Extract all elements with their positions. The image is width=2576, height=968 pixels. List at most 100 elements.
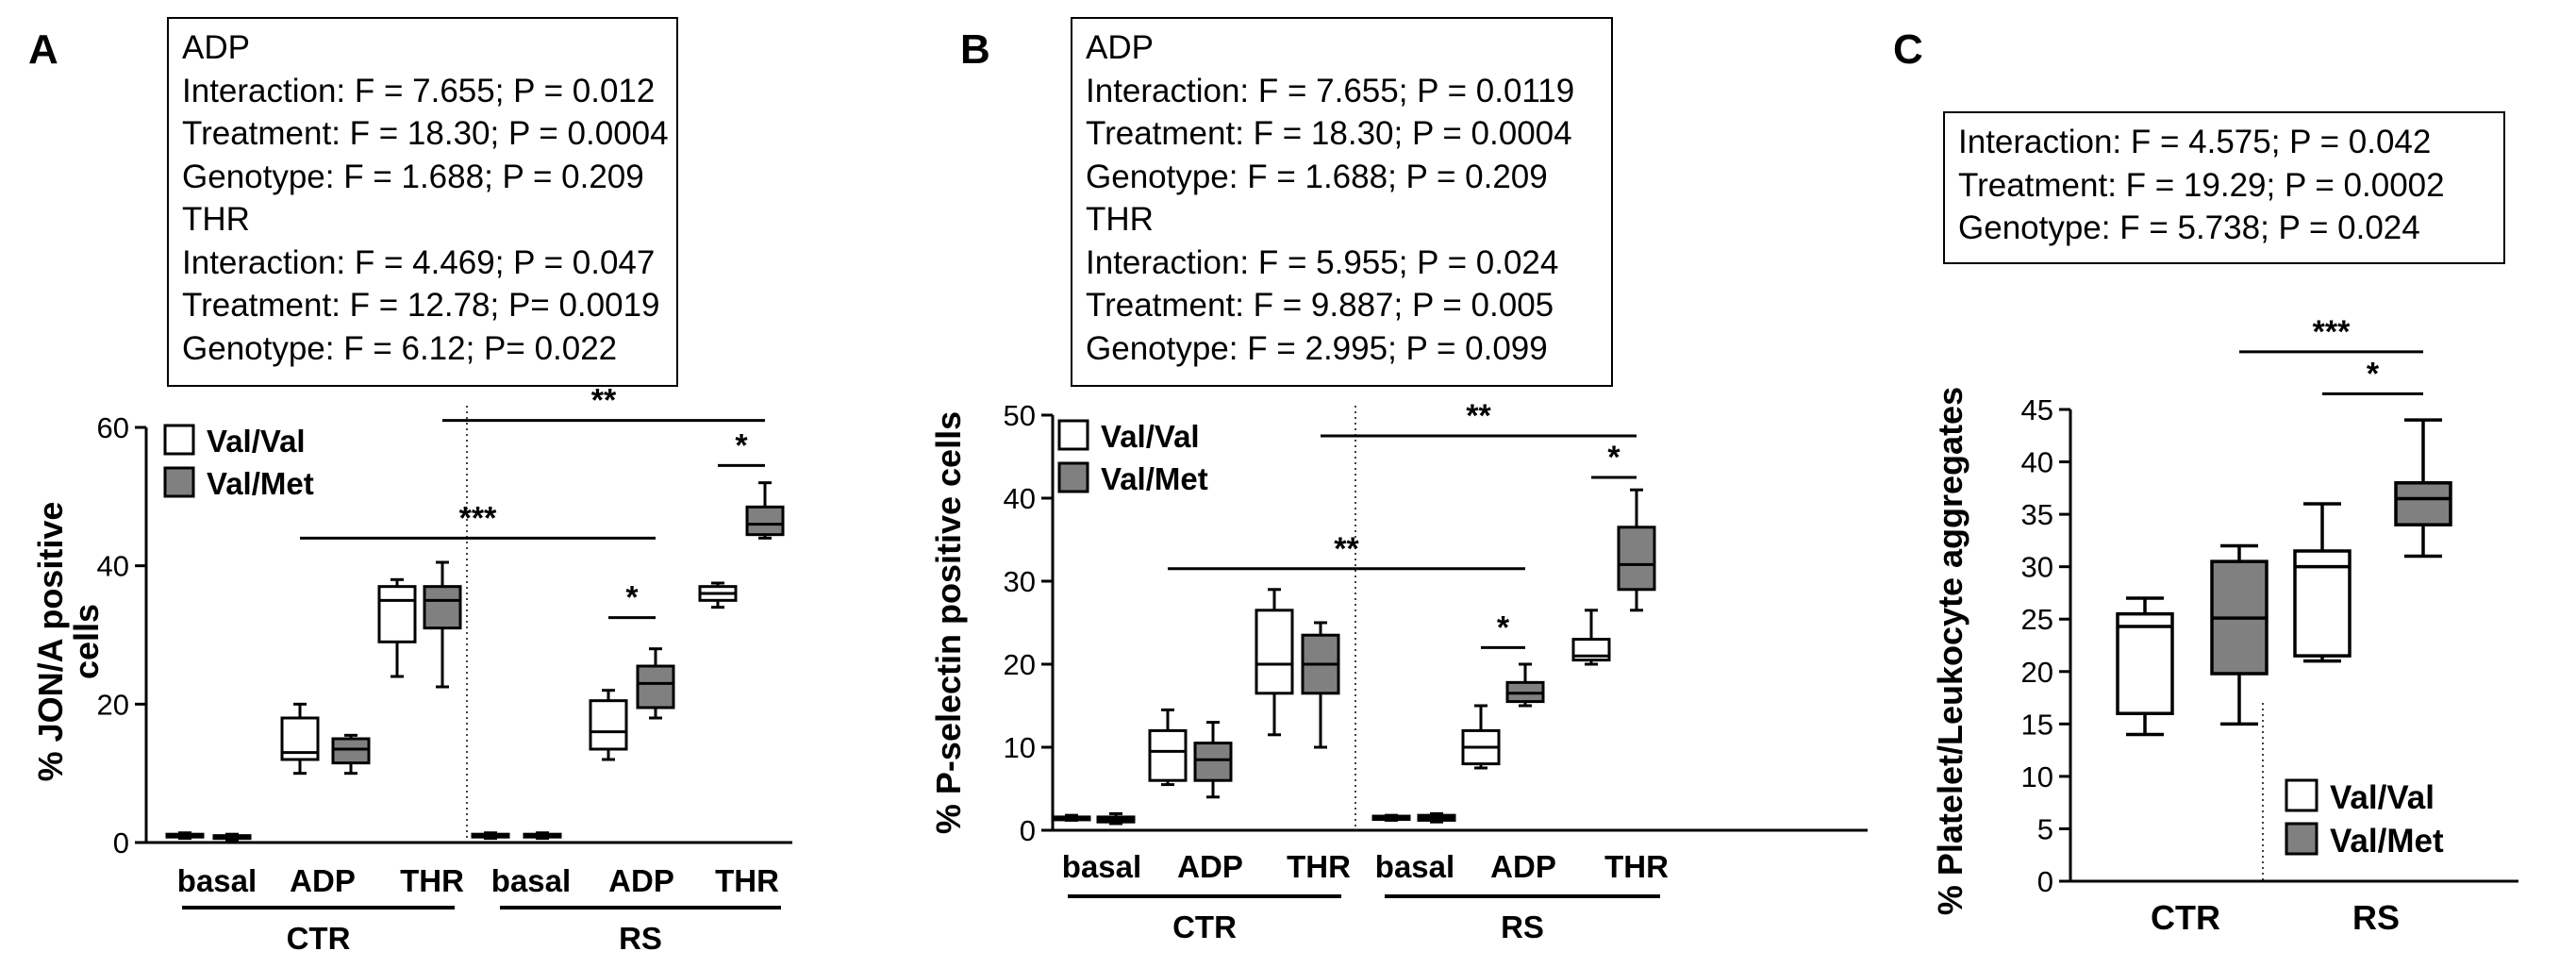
stat-line: Interaction: F = 4.575; P = 0.042 xyxy=(1958,124,2432,160)
x-tick-label: basal xyxy=(177,863,257,898)
y-tick-label: 5 xyxy=(2037,812,2053,845)
legend-label-valmet: Val/Met xyxy=(2330,823,2444,860)
box-valval xyxy=(377,585,417,643)
box-valmet xyxy=(2394,481,2452,526)
significance-label: ** xyxy=(1334,531,1359,567)
stat-line: Treatment: F = 19.29; P = 0.0002 xyxy=(1958,166,2445,204)
stat-line: Genotype: F = 1.688; P = 0.209 xyxy=(1086,158,1548,195)
y-tick-label: 0 xyxy=(1020,814,1036,847)
y-tick-label: 20 xyxy=(2021,656,2053,689)
stat-line: Genotype: F = 1.688; P = 0.209 xyxy=(182,158,644,195)
x-tick-label: RS xyxy=(2352,898,2400,937)
stat-line: ADP xyxy=(182,29,250,66)
x-tick-label: THR xyxy=(1604,849,1669,884)
panel-b: B ADP Interaction: F = 7.655; P = 0.0119… xyxy=(924,0,1868,968)
x-tick-label: basal xyxy=(1375,849,1454,884)
y-tick-label: 20 xyxy=(1004,648,1036,681)
box-valmet xyxy=(1617,526,1656,592)
x-tick-label: basal xyxy=(491,863,571,898)
significance-label: ** xyxy=(591,383,617,419)
legend-label-valval: Val/Val xyxy=(1101,419,1200,454)
box-valmet xyxy=(1193,742,1233,782)
stat-line: Interaction: F = 7.655; P = 0.0119 xyxy=(1086,72,1575,109)
panel-label: B xyxy=(960,26,990,73)
box-valmet xyxy=(745,505,785,537)
stat-line: ADP xyxy=(1086,29,1154,66)
panel-c: C Interaction: F = 4.575; P = 0.042 Trea… xyxy=(1877,0,2576,968)
stat-line: Interaction: F = 4.469; P = 0.047 xyxy=(182,243,656,281)
box-valmet xyxy=(636,664,675,709)
x-tick-label: THR xyxy=(400,863,464,898)
stat-line: Interaction: F = 5.955; P = 0.024 xyxy=(1086,243,1559,281)
x-tick-label: THR xyxy=(1287,849,1351,884)
legend-swatch-valmet xyxy=(1057,461,1089,493)
x-tick-label: THR xyxy=(715,863,779,898)
y-tick-label: 45 xyxy=(2021,393,2053,426)
y-tick-label: 0 xyxy=(113,826,129,860)
y-tick-label: 50 xyxy=(1004,399,1036,432)
significance-label: * xyxy=(2367,356,2380,392)
y-tick-label: 0 xyxy=(2037,865,2053,898)
y-tick-label: 20 xyxy=(97,688,129,721)
significance-label: *** xyxy=(459,500,497,536)
y-axis-label: % Platelet/Leukocyte aggregates xyxy=(1931,387,1969,915)
legend-swatch-valmet xyxy=(163,466,195,498)
stat-line: THR xyxy=(182,201,250,238)
stats-box: ADP Interaction: F = 7.655; P = 0.0119 T… xyxy=(1071,17,1613,387)
legend-label-valval: Val/Val xyxy=(207,424,306,459)
panel-a: A ADP Interaction: F = 7.655; P = 0.012 … xyxy=(0,0,906,968)
significance-label: * xyxy=(1497,609,1510,645)
stat-line: Genotype: F = 2.995; P = 0.099 xyxy=(1086,329,1548,367)
y-tick-label: 40 xyxy=(97,550,129,583)
legend-label-valmet: Val/Met xyxy=(1101,461,1208,496)
box-valmet xyxy=(331,737,371,765)
y-axis-label: % JON/A positive xyxy=(31,502,70,782)
y-tick-label: 10 xyxy=(1004,731,1036,764)
y-axis-label: cells xyxy=(67,604,106,679)
y-tick-label: 30 xyxy=(1004,565,1036,598)
stat-line: Genotype: F = 5.738; P = 0.024 xyxy=(1958,209,2420,246)
box-valval xyxy=(2116,611,2174,715)
x-tick-label: ADP xyxy=(1490,849,1556,884)
panel-label: A xyxy=(28,26,58,73)
box-plot-c: 0 5 10 15 20 25 30 35 40 45 % Platelet/Leukocyte a… xyxy=(1931,314,2518,937)
stat-line: Treatment: F = 9.887; P = 0.005 xyxy=(1086,287,1554,324)
significance-label: * xyxy=(735,427,748,463)
group-label: CTR xyxy=(287,921,351,956)
legend-swatch-valmet xyxy=(2285,822,2318,856)
box-valval xyxy=(2293,549,2352,658)
significance-label: *** xyxy=(2313,314,2351,350)
box-valval xyxy=(1148,728,1188,782)
stat-line: Treatment: F = 18.30; P = 0.0004 xyxy=(1086,115,1572,152)
box-valmet xyxy=(423,585,462,630)
stats-box: ADP Interaction: F = 7.655; P = 0.012 Tr… xyxy=(167,17,678,387)
group-label: CTR xyxy=(1172,910,1237,944)
y-tick-label: 40 xyxy=(1004,482,1036,515)
y-axis-label: % P-selectin positive cells xyxy=(929,411,968,834)
group-label: RS xyxy=(1501,910,1544,944)
legend-label-valval: Val/Val xyxy=(2330,779,2435,816)
y-tick-label: 40 xyxy=(2021,446,2053,479)
legend-swatch-valval xyxy=(163,424,195,456)
significance-label: * xyxy=(1607,440,1620,476)
y-tick-label: 60 xyxy=(97,411,129,444)
significance-label: * xyxy=(625,580,639,616)
y-tick-label: 10 xyxy=(2021,760,2053,793)
y-tick-label: 30 xyxy=(2021,551,2053,584)
stat-line: Treatment: F = 12.78; P= 0.0019 xyxy=(182,287,660,324)
legend-swatch-valval xyxy=(1057,419,1089,451)
x-tick-label: CTR xyxy=(2151,898,2220,937)
stat-line: Interaction: F = 7.655; P = 0.012 xyxy=(182,72,656,109)
y-tick-label: 25 xyxy=(2021,603,2053,636)
stat-line: THR xyxy=(1086,201,1154,238)
stat-line: Treatment: F = 18.30; P = 0.0004 xyxy=(182,115,669,152)
box-valval xyxy=(589,699,628,751)
x-tick-label: basal xyxy=(1062,849,1141,884)
x-tick-label: ADP xyxy=(290,863,356,898)
y-tick-label: 35 xyxy=(2021,498,2053,531)
x-tick-label: ADP xyxy=(1177,849,1243,884)
box-valval xyxy=(1255,609,1294,695)
x-tick-label: ADP xyxy=(608,863,674,898)
